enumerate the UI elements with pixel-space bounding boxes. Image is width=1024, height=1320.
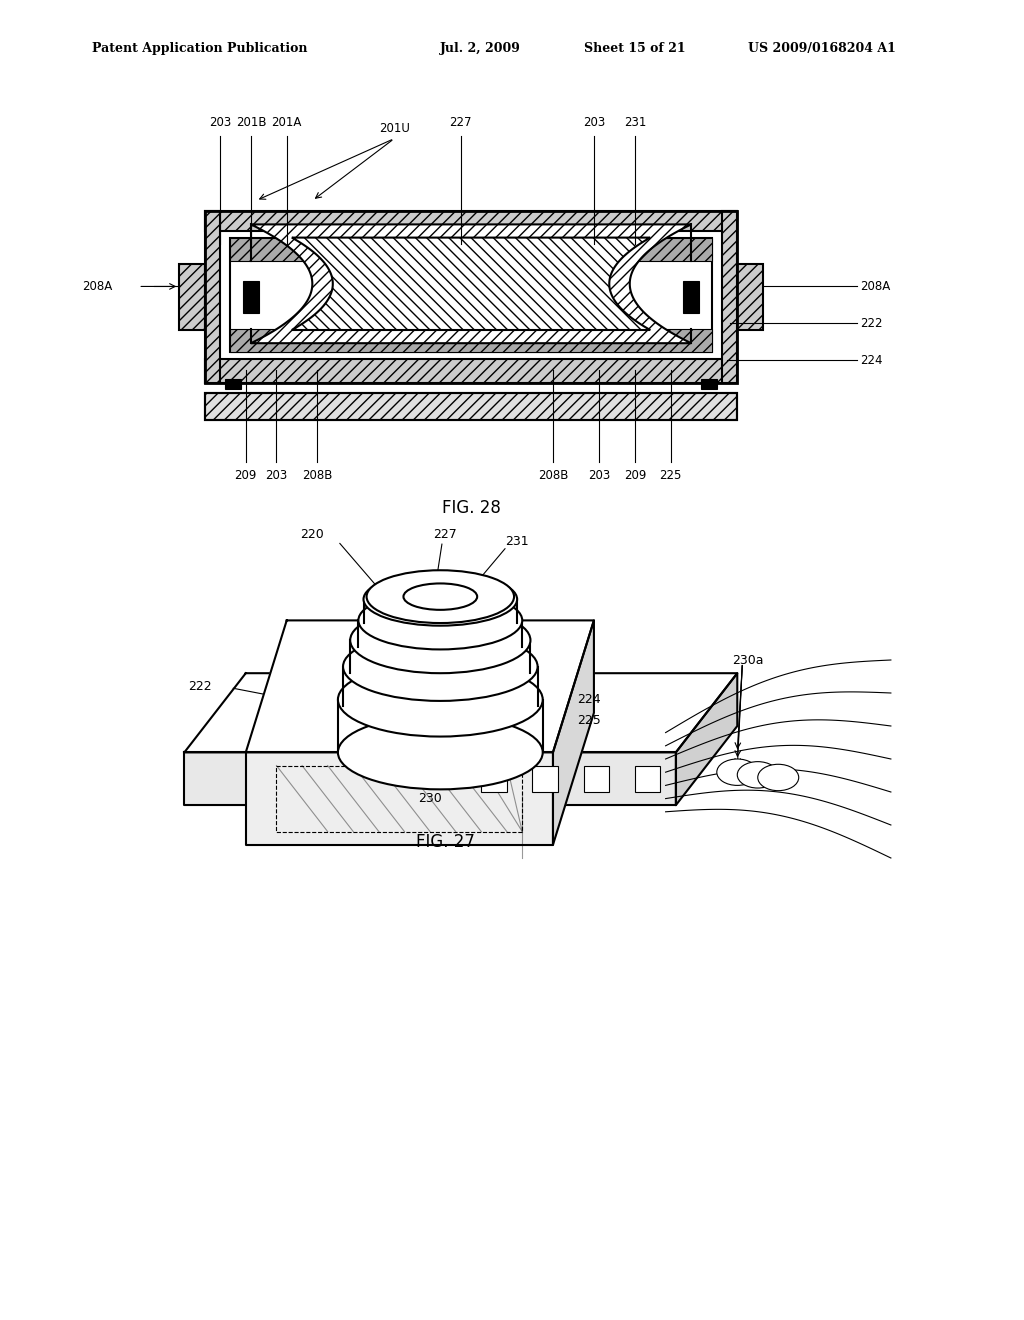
Bar bbox=[225, 379, 241, 389]
Text: 208A: 208A bbox=[82, 280, 113, 293]
Ellipse shape bbox=[364, 573, 517, 626]
Bar bbox=[243, 281, 259, 313]
Text: 209: 209 bbox=[624, 469, 646, 482]
Bar bbox=[205, 211, 220, 383]
Bar bbox=[584, 766, 609, 792]
Bar bbox=[179, 264, 205, 330]
Text: 225: 225 bbox=[577, 714, 601, 727]
Polygon shape bbox=[184, 673, 737, 752]
Ellipse shape bbox=[758, 764, 799, 791]
Ellipse shape bbox=[343, 632, 538, 701]
Bar bbox=[683, 281, 699, 313]
Text: 208B: 208B bbox=[302, 469, 333, 482]
Bar bbox=[737, 264, 763, 330]
Ellipse shape bbox=[403, 583, 477, 610]
Polygon shape bbox=[184, 752, 676, 805]
Polygon shape bbox=[246, 752, 553, 845]
Ellipse shape bbox=[338, 715, 543, 789]
Polygon shape bbox=[246, 620, 594, 752]
Text: 209: 209 bbox=[234, 469, 257, 482]
Bar bbox=[205, 359, 737, 383]
Text: 220: 220 bbox=[300, 528, 325, 541]
Text: 231: 231 bbox=[624, 116, 646, 129]
Polygon shape bbox=[292, 238, 650, 330]
Text: 227: 227 bbox=[450, 116, 472, 129]
Text: 230: 230 bbox=[418, 792, 442, 805]
Bar bbox=[635, 766, 660, 792]
Bar bbox=[701, 379, 717, 389]
Ellipse shape bbox=[717, 759, 758, 785]
Bar bbox=[205, 211, 737, 383]
Text: 227: 227 bbox=[433, 528, 458, 541]
Bar bbox=[205, 211, 737, 231]
Bar bbox=[205, 393, 737, 420]
Bar bbox=[230, 238, 712, 352]
Bar bbox=[481, 766, 507, 792]
Bar bbox=[230, 238, 712, 261]
Text: Patent Application Publication: Patent Application Publication bbox=[92, 42, 307, 55]
Bar bbox=[230, 329, 712, 352]
Text: 208A: 208A bbox=[860, 280, 891, 293]
Ellipse shape bbox=[350, 607, 530, 673]
Text: 203: 203 bbox=[588, 469, 610, 482]
Ellipse shape bbox=[338, 663, 543, 737]
Text: 203: 203 bbox=[583, 116, 605, 129]
Text: 231: 231 bbox=[505, 535, 529, 548]
Text: 222: 222 bbox=[860, 317, 883, 330]
Text: 224: 224 bbox=[860, 354, 883, 367]
Text: 201A: 201A bbox=[271, 116, 302, 129]
Text: 224: 224 bbox=[577, 693, 601, 706]
Polygon shape bbox=[676, 673, 737, 805]
Text: Jul. 2, 2009: Jul. 2, 2009 bbox=[440, 42, 521, 55]
Text: 201U: 201U bbox=[379, 121, 410, 135]
Ellipse shape bbox=[737, 762, 778, 788]
Text: FIG. 27: FIG. 27 bbox=[416, 833, 475, 851]
Text: 203: 203 bbox=[265, 469, 288, 482]
Text: 208B: 208B bbox=[538, 469, 568, 482]
Text: 222: 222 bbox=[187, 680, 212, 693]
Bar bbox=[737, 264, 763, 330]
Text: US 2009/0168204 A1: US 2009/0168204 A1 bbox=[748, 42, 895, 55]
Bar bbox=[179, 264, 205, 330]
Ellipse shape bbox=[358, 591, 522, 649]
Bar bbox=[532, 766, 558, 792]
Bar bbox=[722, 211, 737, 383]
Text: Sheet 15 of 21: Sheet 15 of 21 bbox=[584, 42, 685, 55]
Bar bbox=[205, 393, 737, 420]
Polygon shape bbox=[251, 224, 691, 343]
Text: FIG. 28: FIG. 28 bbox=[441, 499, 501, 517]
Text: 230a: 230a bbox=[732, 653, 763, 667]
Text: 203: 203 bbox=[209, 116, 231, 129]
Text: 225: 225 bbox=[659, 469, 682, 482]
Ellipse shape bbox=[367, 570, 514, 623]
Polygon shape bbox=[553, 620, 594, 845]
Text: 201B: 201B bbox=[236, 116, 266, 129]
